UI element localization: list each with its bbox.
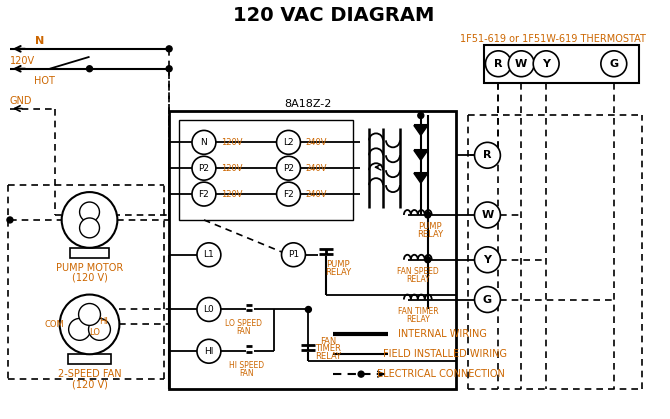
Text: RELAY: RELAY xyxy=(417,230,443,239)
Text: P2: P2 xyxy=(283,164,294,173)
Text: N: N xyxy=(35,36,44,46)
Text: RELAY: RELAY xyxy=(325,268,351,277)
Circle shape xyxy=(192,156,216,180)
Circle shape xyxy=(197,243,221,267)
Text: LO SPEED: LO SPEED xyxy=(225,319,262,328)
Text: G: G xyxy=(609,59,618,69)
Text: HI: HI xyxy=(204,347,214,356)
Text: 240V: 240V xyxy=(306,189,327,199)
Text: Y: Y xyxy=(542,59,550,69)
Text: TIMER: TIMER xyxy=(316,344,341,353)
Text: R: R xyxy=(483,150,492,160)
Circle shape xyxy=(78,303,100,326)
Circle shape xyxy=(486,51,511,77)
Text: N: N xyxy=(200,138,207,147)
Circle shape xyxy=(425,212,431,218)
Circle shape xyxy=(88,318,111,340)
Circle shape xyxy=(68,318,90,340)
Circle shape xyxy=(425,257,431,263)
Text: PUMP: PUMP xyxy=(418,222,442,231)
Circle shape xyxy=(277,130,300,154)
Text: P2: P2 xyxy=(198,164,210,173)
Text: W: W xyxy=(481,210,494,220)
Circle shape xyxy=(80,218,99,238)
Text: PUMP MOTOR: PUMP MOTOR xyxy=(56,263,123,273)
Text: FAN SPEED: FAN SPEED xyxy=(397,267,439,276)
Text: Y: Y xyxy=(484,255,492,265)
Text: GND: GND xyxy=(10,96,32,106)
Circle shape xyxy=(358,371,364,377)
Text: 240V: 240V xyxy=(306,138,327,147)
Text: 120V: 120V xyxy=(221,164,243,173)
Polygon shape xyxy=(414,150,427,160)
Circle shape xyxy=(474,247,500,273)
Text: RELAY: RELAY xyxy=(406,275,429,284)
Text: (120 V): (120 V) xyxy=(72,379,107,389)
Text: ELECTRICAL CONNECTION: ELECTRICAL CONNECTION xyxy=(377,369,505,379)
Text: FIELD INSTALLED WIRING: FIELD INSTALLED WIRING xyxy=(383,349,507,359)
Circle shape xyxy=(192,130,216,154)
Circle shape xyxy=(474,202,500,228)
Bar xyxy=(484,45,639,83)
Text: (120 V): (120 V) xyxy=(72,273,107,283)
Circle shape xyxy=(80,202,99,222)
Text: L2: L2 xyxy=(283,138,294,147)
Text: HI SPEED: HI SPEED xyxy=(229,361,264,370)
Circle shape xyxy=(601,51,626,77)
Text: F2: F2 xyxy=(198,189,209,199)
Text: LO: LO xyxy=(89,328,100,337)
Polygon shape xyxy=(414,173,427,183)
Text: 120V: 120V xyxy=(221,138,243,147)
Circle shape xyxy=(86,66,92,72)
Text: F2: F2 xyxy=(283,189,294,199)
Circle shape xyxy=(192,182,216,206)
Text: G: G xyxy=(483,295,492,305)
Bar xyxy=(169,111,456,389)
Text: L1: L1 xyxy=(204,250,214,259)
Circle shape xyxy=(197,339,221,363)
Text: W: W xyxy=(515,59,527,69)
Text: FAN: FAN xyxy=(239,369,254,378)
Text: L0: L0 xyxy=(204,305,214,314)
Circle shape xyxy=(166,66,172,72)
Text: 8A18Z-2: 8A18Z-2 xyxy=(285,98,332,109)
Text: FAN: FAN xyxy=(237,327,251,336)
Text: RELAY: RELAY xyxy=(406,315,429,324)
Text: HI: HI xyxy=(99,317,108,326)
Circle shape xyxy=(418,113,424,119)
Text: 120V: 120V xyxy=(10,56,35,66)
Bar xyxy=(68,354,111,364)
Circle shape xyxy=(533,51,559,77)
Circle shape xyxy=(474,142,500,168)
Text: FAN TIMER: FAN TIMER xyxy=(397,307,438,316)
Circle shape xyxy=(62,192,117,248)
Text: R: R xyxy=(494,59,502,69)
Text: 1F51-619 or 1F51W-619 THERMOSTAT: 1F51-619 or 1F51W-619 THERMOSTAT xyxy=(460,34,646,44)
Text: FAN: FAN xyxy=(320,337,336,346)
Circle shape xyxy=(166,46,172,52)
Text: RELAY: RELAY xyxy=(315,352,341,361)
Text: 240V: 240V xyxy=(306,164,327,173)
Text: 120 VAC DIAGRAM: 120 VAC DIAGRAM xyxy=(232,5,434,25)
Circle shape xyxy=(7,217,13,223)
Polygon shape xyxy=(414,125,427,135)
Circle shape xyxy=(277,156,300,180)
Bar xyxy=(179,121,353,220)
Text: COM: COM xyxy=(45,320,65,329)
Text: 120V: 120V xyxy=(221,189,243,199)
Circle shape xyxy=(197,297,221,321)
Circle shape xyxy=(306,306,312,313)
Bar xyxy=(70,248,109,258)
Circle shape xyxy=(277,182,300,206)
Text: INTERNAL WIRING: INTERNAL WIRING xyxy=(398,329,487,339)
Text: PUMP: PUMP xyxy=(326,260,350,269)
Text: P1: P1 xyxy=(288,250,299,259)
Circle shape xyxy=(281,243,306,267)
Text: 2-SPEED FAN: 2-SPEED FAN xyxy=(58,369,121,379)
Circle shape xyxy=(509,51,534,77)
Text: HOT: HOT xyxy=(34,76,55,85)
Circle shape xyxy=(474,287,500,313)
Circle shape xyxy=(60,295,119,354)
